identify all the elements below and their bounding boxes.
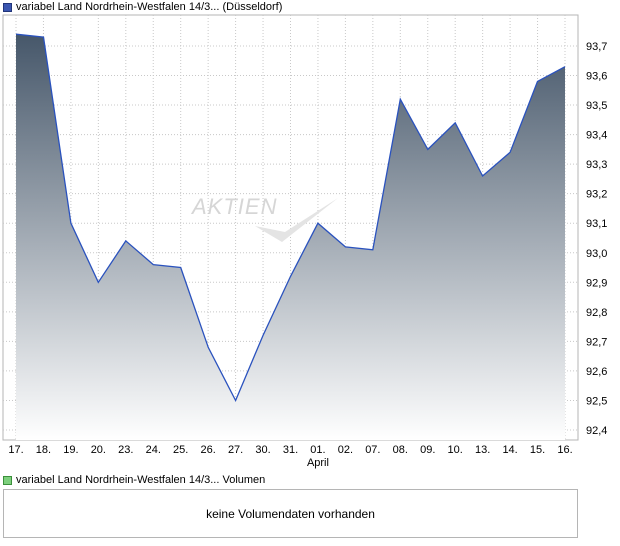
volume-panel: keine Volumendaten vorhanden (3, 489, 578, 538)
y-tick-label: 93,5 (586, 100, 607, 112)
x-tick-label: 13. (475, 444, 490, 456)
price-legend-swatch (3, 2, 12, 12)
x-tick-label: 16. (557, 444, 572, 456)
price-line (15, 33, 566, 403)
watermark-check-icon (255, 198, 338, 242)
y-tick-label: 92,5 (586, 395, 607, 407)
y-tick-label: 92,4 (586, 425, 607, 437)
volume-empty-message: keine Volumendaten vorhanden (206, 506, 375, 521)
x-tick-label: 20. (91, 444, 106, 456)
y-tick-label: 92,6 (586, 366, 607, 378)
x-tick-label: 08. (393, 444, 408, 456)
x-tick-label: 07. (365, 444, 380, 456)
x-tick-label: 19. (63, 444, 78, 456)
y-tick-label: 92,7 (586, 336, 607, 348)
x-month-label: April (307, 457, 329, 469)
y-tick-label: 93,2 (586, 189, 607, 201)
x-tick-label: 15. (530, 444, 545, 456)
watermark: AKTIEN (190, 194, 338, 242)
x-tick-label: 09. (420, 444, 435, 456)
volume-legend-label: variabel Land Nordrhein-Westfalen 14/3..… (16, 474, 266, 486)
y-tick-label: 93,0 (586, 248, 607, 260)
x-tick-label: 01. (310, 444, 325, 456)
price-area (16, 34, 565, 440)
y-tick-label: 93,3 (586, 159, 607, 171)
x-tick-label: 17. (8, 444, 23, 456)
y-tick-label: 93,4 (586, 130, 607, 142)
x-tick-label: 25. (173, 444, 188, 456)
x-tick-label: 27. (228, 444, 243, 456)
price-legend: variabel Land Nordrhein-Westfalen 14/3..… (3, 0, 282, 14)
x-tick-label: 31. (283, 444, 298, 456)
volume-legend-swatch (3, 475, 12, 485)
volume-legend: variabel Land Nordrhein-Westfalen 14/3..… (3, 473, 265, 487)
x-tick-label: 30. (255, 444, 270, 456)
y-axis: 93,7 93,6 93,5 93,4 93,3 93,2 93,1 93,0 92,9 92,8… (586, 41, 607, 437)
y-tick-label: 92,8 (586, 307, 607, 319)
price-legend-label: variabel Land Nordrhein-Westfalen 14/3..… (16, 1, 283, 13)
x-tick-label: 23. (118, 444, 133, 456)
x-tick-label: 14. (502, 444, 517, 456)
watermark-text: AKTIEN (190, 194, 277, 219)
x-tick-label: 18. (36, 444, 51, 456)
y-tick-label: 93,7 (586, 41, 607, 53)
x-tick-label: 24. (146, 444, 161, 456)
y-tick-label: 93,6 (586, 71, 607, 83)
price-chart: AKTIEN 93,793,693,593,493,393,293,193,09… (2, 14, 607, 469)
x-tick-label: 26. (201, 444, 216, 456)
x-tick-label: 10. (448, 444, 463, 456)
x-axis: 17. 18. 19. 20. 23. 24. 25. 26. 27. 30. 31. 01. 02. 0… (8, 444, 572, 469)
x-tick-label: 02. (338, 444, 353, 456)
y-tick-label: 93,1 (586, 218, 607, 230)
y-tick-label: 92,9 (586, 277, 607, 289)
